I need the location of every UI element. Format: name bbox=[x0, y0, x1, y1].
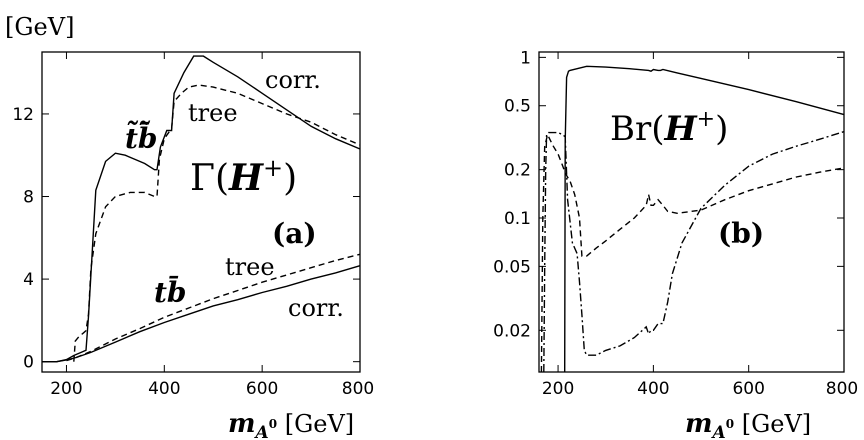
panel-a-series bbox=[42, 55, 361, 363]
series-line-dashed bbox=[73, 84, 361, 362]
panel-b-frame bbox=[538, 51, 845, 373]
x-tick-label: 200 bbox=[50, 379, 82, 399]
y-tick-label: 4 bbox=[23, 270, 34, 290]
x-tick-label: 400 bbox=[148, 379, 180, 399]
y-tick-label: 0.5 bbox=[504, 97, 531, 117]
y-tick-label: 0.05 bbox=[493, 257, 531, 277]
annotation-stb-channel: t̃b̄̃ bbox=[125, 120, 158, 155]
annotation-stb-tree: tree bbox=[188, 99, 238, 127]
y-tick-label: 0.1 bbox=[504, 209, 531, 229]
y-tick-label: 8 bbox=[23, 188, 34, 208]
panel-a-panel-label: (a) bbox=[272, 217, 317, 250]
x-tick-label: 400 bbox=[637, 379, 669, 399]
y-tick-label: 12 bbox=[12, 105, 34, 125]
panel-b-xlabel: mA0 [GeV] bbox=[685, 409, 811, 440]
x-tick-label: 800 bbox=[342, 379, 374, 399]
x-tick-label: 800 bbox=[826, 379, 858, 399]
annotation-stb-corr: corr. bbox=[265, 66, 321, 94]
x-tick-label: 600 bbox=[732, 379, 764, 399]
series-line-solid bbox=[564, 65, 845, 373]
panel-a-title: Γ(H+) bbox=[190, 154, 297, 199]
panel-b-title: Br(H+) bbox=[610, 107, 728, 149]
panel-a-xlabel: mA0 [GeV] bbox=[228, 409, 354, 440]
y-tick-label: 0 bbox=[23, 353, 34, 373]
y-tick-label: 0.02 bbox=[493, 321, 531, 341]
y-tick-label: 1 bbox=[520, 48, 531, 68]
series-line-solid bbox=[42, 55, 361, 363]
panel-a-ylabel: [GeV] bbox=[5, 13, 74, 41]
panel-b-panel-label: (b) bbox=[718, 217, 764, 250]
panel-b-ticks: 200 400 600 800 0.02 0.05 0.1 0.2 0.5 1 bbox=[493, 48, 858, 399]
series-line-dashdot bbox=[543, 130, 845, 373]
x-tick-label: 600 bbox=[246, 379, 278, 399]
panel-a-ticks: 200 400 600 800 0 4 8 12 bbox=[12, 52, 374, 399]
panel-a-frame bbox=[41, 51, 361, 373]
panel-b-series bbox=[540, 65, 845, 373]
y-tick-label: 0.2 bbox=[504, 161, 531, 181]
series-line-dashed bbox=[540, 132, 845, 373]
annotation-tb-channel: tb̄ bbox=[154, 275, 187, 309]
annotation-tb-corr: corr. bbox=[288, 294, 344, 322]
x-tick-label: 200 bbox=[542, 379, 574, 399]
annotation-tb-tree: tree bbox=[225, 253, 275, 281]
series-line-dashed bbox=[66, 253, 361, 362]
